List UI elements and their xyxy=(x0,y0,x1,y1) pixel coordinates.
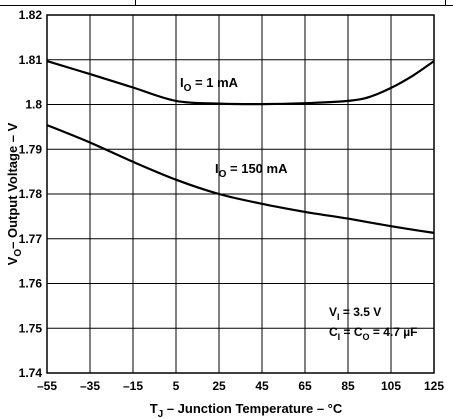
x-tick-label: 65 xyxy=(298,379,312,393)
y-tick-label: 1.8 xyxy=(25,98,42,112)
x-tick-label: 85 xyxy=(341,379,355,393)
annotation-vi: VI = 3.5 V xyxy=(329,305,381,322)
grid xyxy=(47,15,434,373)
plot-frame xyxy=(46,14,435,374)
x-axis-label: TJ – Junction Temperature – °C xyxy=(150,401,343,419)
y-tick-label: 1.74 xyxy=(19,366,43,380)
series-group xyxy=(46,60,435,234)
y-tick-labels: 1.82 1.81 1.8 1.79 1.78 1.77 1.76 1.75 1.74 xyxy=(19,8,43,380)
x-tick-label: 25 xyxy=(212,379,226,393)
series-line-io-150ma xyxy=(46,124,435,234)
y-tick-label: 1.77 xyxy=(19,232,43,246)
x-tick-label: 5 xyxy=(173,379,180,393)
y-axis-label: VO– Output Voltage – V xyxy=(5,122,24,265)
x-tick-label: 125 xyxy=(424,379,444,393)
y-tick-label: 1.81 xyxy=(19,53,43,67)
series-line-io-1ma xyxy=(46,60,435,106)
annotation-io-150ma: IO = 150 mA xyxy=(215,161,288,180)
y-tick-label: 1.75 xyxy=(19,321,43,335)
y-tick-label: 1.79 xyxy=(19,142,43,156)
y-tick-label: 1.82 xyxy=(19,8,43,22)
x-tick-label: 105 xyxy=(381,379,401,393)
x-tick-label: 45 xyxy=(255,379,269,393)
annotation-io-1ma: IO = 1 mA xyxy=(180,75,239,94)
x-tick-label: –15 xyxy=(123,379,143,393)
y-tick-label: 1.76 xyxy=(19,277,43,291)
header-rule xyxy=(0,0,453,6)
x-tick-label: –55 xyxy=(37,379,57,393)
annotation-ci-co: CI = CO = 4.7 µF xyxy=(329,325,417,342)
y-tick-label: 1.78 xyxy=(19,187,43,201)
x-tick-labels: –55 –35 –15 5 25 45 65 85 105 125 xyxy=(37,379,444,393)
x-tick-label: –35 xyxy=(80,379,100,393)
